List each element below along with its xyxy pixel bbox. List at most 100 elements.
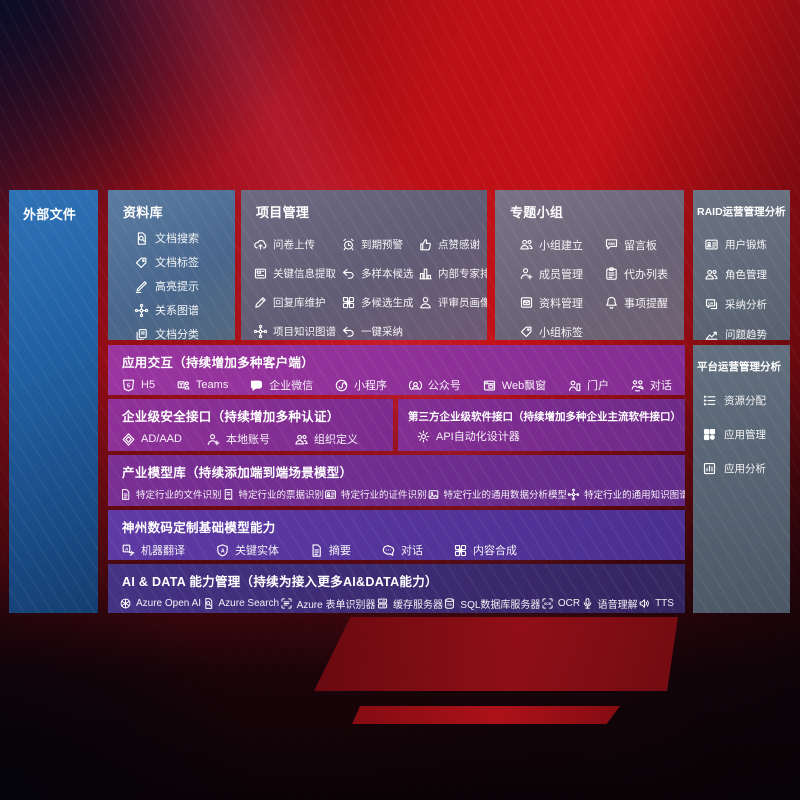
- chat-icon: [249, 378, 264, 393]
- feature-label: 门户: [587, 380, 610, 392]
- speaker-icon: [638, 597, 651, 610]
- industry-model-row: 产业模型库（持续添加端到端场景模型） 特定行业的文件识别 特定行业的票据识别 特定行…: [108, 455, 685, 506]
- feature-label: Azure 表单识别器: [296, 600, 376, 611]
- trend-icon: [704, 327, 719, 341]
- feature-item: Teams: [176, 378, 228, 393]
- row-title: 应用交互（持续增加多种客户端）: [122, 356, 315, 370]
- box-mail-icon: [519, 295, 534, 310]
- feature-item: 小组建立: [519, 230, 604, 259]
- feature-item: Azure 表单识别器: [280, 596, 376, 611]
- feature-item: Azure Open AI: [119, 597, 201, 610]
- feature-label: 特定行业的通用知识图谱模型: [584, 490, 685, 501]
- row-title: 企业级安全接口（持续增加多种认证）: [122, 410, 340, 424]
- feature-label: 成员管理: [539, 268, 583, 281]
- feature-label: 特定行业的证件识别: [341, 490, 427, 501]
- svg-text:A: A: [125, 546, 129, 551]
- feature-item: 资源分配: [702, 390, 790, 410]
- panel-title: 项目管理: [256, 205, 310, 220]
- feature-label: 一键采纳: [361, 326, 403, 338]
- feature-item: 到期预警: [341, 230, 418, 259]
- feature-item: 用户锻炼: [704, 229, 790, 259]
- feature-item: 问题趋势: [704, 319, 790, 340]
- feature-label: H5: [141, 379, 156, 391]
- feature-item: 一键采纳: [341, 317, 418, 340]
- feature-item: 特定行业的票据识别: [222, 487, 324, 501]
- feature-item: 应用分析: [702, 458, 790, 478]
- feature-label: 关键信息提取: [273, 268, 336, 280]
- feature-item: 成员管理: [519, 259, 604, 288]
- cloud-up-icon: [253, 237, 268, 252]
- feature-item: 应用管理: [702, 424, 790, 444]
- feature-label: 文档分类: [155, 329, 199, 340]
- people-icon: [519, 237, 534, 252]
- ranking-icon: [418, 266, 433, 281]
- feature-item: 项目知识图谱: [253, 317, 341, 340]
- feature-label: TTS: [655, 598, 674, 609]
- feature-item: 关系图谱: [134, 298, 235, 322]
- thumb-icon: [418, 237, 433, 252]
- bell-icon: [604, 295, 619, 310]
- feature-item: 文档分类: [134, 322, 235, 340]
- feature-label: 到期预警: [361, 239, 403, 251]
- external-files-panel: 外部文件: [9, 190, 98, 613]
- ocr-icon: OCR: [541, 597, 554, 610]
- row-title: 神州数码定制基础模型能力: [122, 521, 276, 535]
- feature-item: BBS 留言板: [604, 230, 684, 259]
- feature-label: Web飘窗: [501, 380, 547, 392]
- svg-text:BBS: BBS: [608, 242, 616, 246]
- feature-item: TTS: [638, 597, 674, 610]
- grid-plus-icon: [453, 543, 468, 558]
- feature-label: 多样本候选: [361, 268, 414, 280]
- highlighter-icon: [134, 279, 149, 294]
- doc-lines-icon: [309, 543, 324, 558]
- feature-label: 特定行业的文件识别: [136, 490, 222, 501]
- third-party-interface-row: 第三方企业级软件接口（持续增加多种企业主流软件接口） API自动化设计器: [398, 399, 685, 451]
- industry-model-items: 特定行业的文件识别 特定行业的票据识别 特定行业的证件识别 特定行业的通用数据分析模型…: [108, 487, 685, 501]
- feature-label: 机器翻译: [141, 545, 185, 557]
- feature-item: 评审员画像: [418, 288, 487, 317]
- feature-label: 用户锻炼: [725, 238, 767, 251]
- feature-label: 事项提醒: [624, 297, 668, 310]
- portal-icon: [567, 378, 582, 393]
- svg-text:OCR: OCR: [544, 602, 552, 606]
- feature-label: 关系图谱: [155, 305, 199, 317]
- docs-icon: [134, 327, 149, 341]
- feature-label: 小组标签: [539, 326, 583, 339]
- platform-operations-panel: 平台运营管理分析 资源分配 应用管理 应用分析: [693, 345, 790, 613]
- row-title: 产业模型库（持续添加端到端场景模型）: [122, 466, 353, 480]
- person-icon: [418, 295, 433, 310]
- s-app-icon: [334, 378, 349, 393]
- feature-item: 对话: [630, 377, 672, 393]
- tag-icon: [519, 324, 534, 339]
- panel-title: RAID运营管理分析: [697, 206, 786, 218]
- feature-label: 特定行业的通用数据分析模型: [443, 490, 568, 501]
- feature-item: Azure Search: [202, 597, 279, 610]
- chat-qa-icon: QA: [704, 297, 719, 312]
- feature-label: 点赞感谢: [438, 239, 480, 251]
- feature-label: 资源分配: [724, 394, 766, 407]
- form-icon: [280, 597, 293, 610]
- chat-people-icon: [630, 378, 645, 393]
- feature-item: 组织定义: [294, 431, 358, 447]
- h5-icon: 5: [121, 378, 136, 393]
- feature-item: 特定行业的通用知识图谱模型: [567, 487, 685, 501]
- feature-label: 项目知识图谱: [273, 326, 336, 338]
- feature-item: 多样本候选: [341, 259, 418, 288]
- feature-item: 公众号: [408, 377, 461, 393]
- feature-item: 文档标签: [134, 250, 235, 274]
- feature-item: 内容合成: [453, 542, 517, 558]
- feature-item: QA 采纳分析: [704, 289, 790, 319]
- feature-item: A 机器翻译: [121, 542, 185, 558]
- feature-label: 缓存服务器: [392, 600, 443, 611]
- browser-icon: [482, 378, 497, 393]
- repository-items: 文档搜索 文档标签 高亮提示 关系图谱 文档分类: [108, 226, 235, 340]
- shield-a-icon: A: [215, 543, 230, 558]
- doc-search-icon: [134, 231, 149, 246]
- feature-item: A 关键实体: [215, 542, 279, 558]
- base-model-items: A 机器翻译 A 关键实体 摘要 对话 内容合成: [108, 542, 685, 558]
- feature-item: 角色管理: [704, 259, 790, 289]
- image-icon: [427, 488, 440, 501]
- feature-label: 留言板: [624, 239, 657, 252]
